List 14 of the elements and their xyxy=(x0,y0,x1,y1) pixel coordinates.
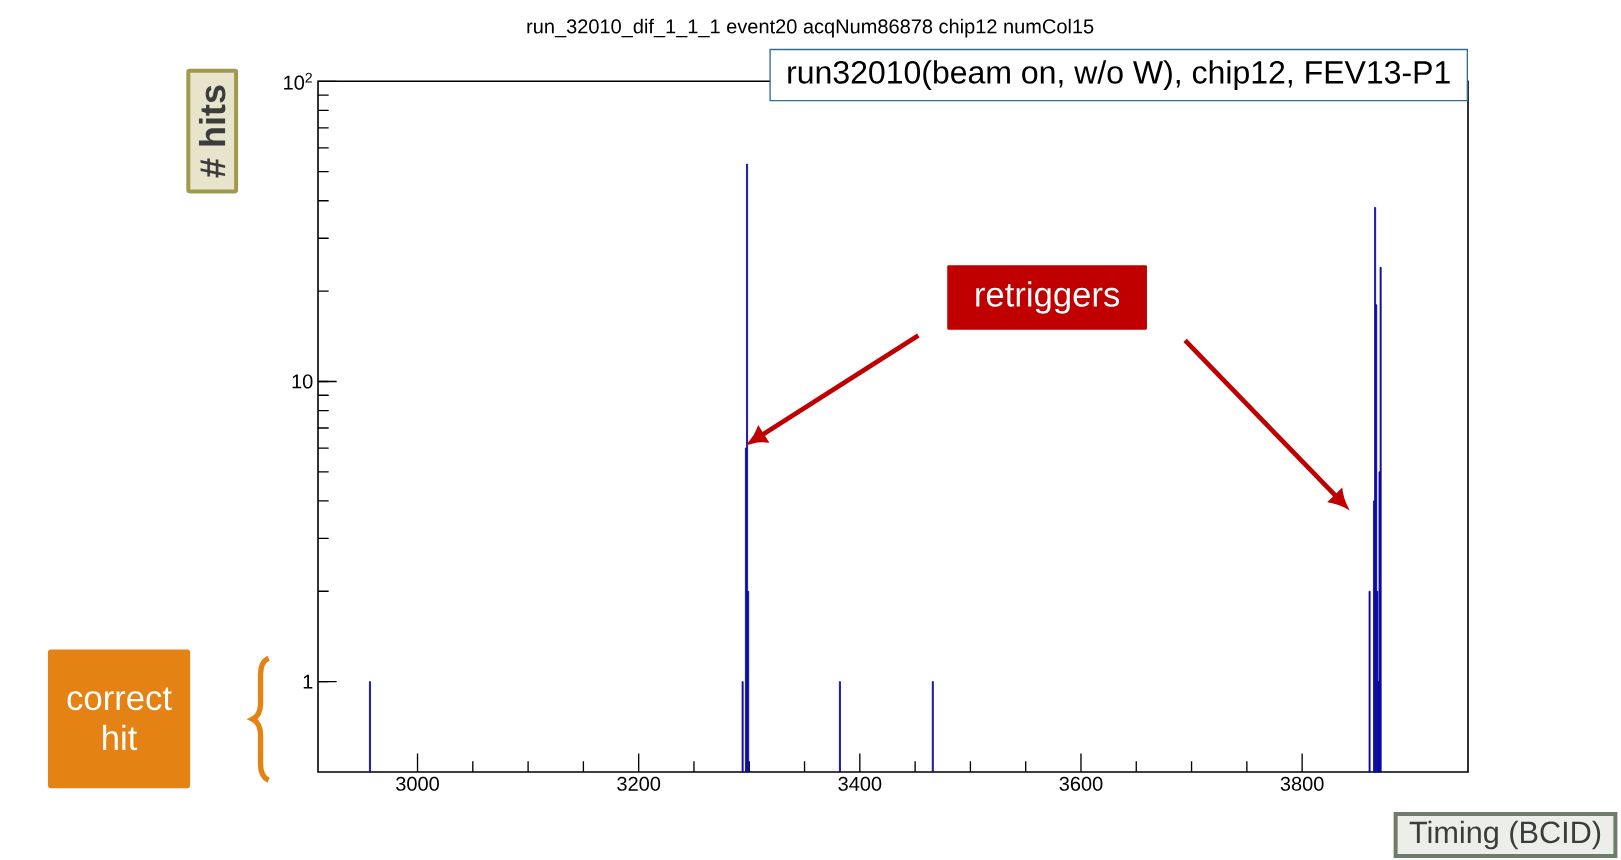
annotation: retriggers xyxy=(976,281,1120,314)
x-tick-label: 3000 xyxy=(396,776,439,791)
text: correct hit xyxy=(67,687,172,751)
x-tick-label: 3800 xyxy=(1280,776,1324,791)
x-tick-label: 3200 xyxy=(617,776,661,791)
annotation: run32010(beam on, w/o W), chip12, FEV13-P1 xyxy=(788,60,1450,91)
y-tick-label: 1 xyxy=(303,674,313,689)
y-tick-label: 10 xyxy=(292,374,313,389)
chart-title: run_32010_dif_1_1_1 event20 acqNum86878 chip12 numCol15 xyxy=(527,18,1094,38)
y-axis-title: # hits xyxy=(198,85,226,178)
x-tick-label: 3600 xyxy=(1059,776,1103,791)
y-tick-label: 10$^{2}$ xyxy=(284,72,312,90)
x-axis-title: Timing (BCID) xyxy=(1409,820,1601,850)
x-tick-label: 3400 xyxy=(838,776,882,791)
